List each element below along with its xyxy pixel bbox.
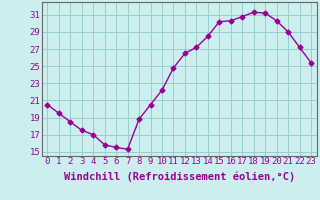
X-axis label: Windchill (Refroidissement éolien,°C): Windchill (Refroidissement éolien,°C) xyxy=(64,172,295,182)
